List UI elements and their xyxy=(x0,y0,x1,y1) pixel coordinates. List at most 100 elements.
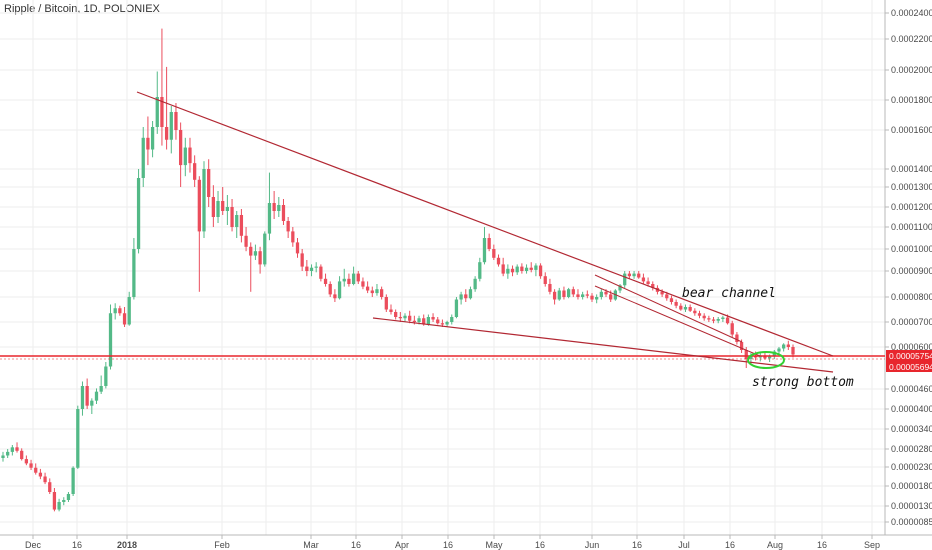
candle-body xyxy=(445,322,449,325)
candle-body xyxy=(211,197,215,217)
candle-body xyxy=(328,284,332,295)
candle-body xyxy=(221,201,225,211)
candle-body xyxy=(454,299,459,317)
candle-body xyxy=(524,267,529,271)
candle-body xyxy=(146,137,150,150)
candle-body xyxy=(473,278,477,290)
candle-body xyxy=(333,294,337,299)
candle-body xyxy=(744,350,748,359)
candle-body xyxy=(739,342,744,350)
candle-body xyxy=(440,323,445,325)
candle-body xyxy=(90,400,94,406)
candle-body xyxy=(150,127,155,150)
candle-body xyxy=(263,233,267,265)
candle-body xyxy=(450,317,454,322)
candle-body xyxy=(253,251,258,256)
candle-body xyxy=(85,386,89,406)
candle-body xyxy=(459,294,463,300)
candle-body xyxy=(216,201,220,217)
candle-body xyxy=(548,284,552,292)
candle-body xyxy=(604,291,608,295)
candle-body xyxy=(422,318,426,325)
candle-body xyxy=(380,289,384,297)
candle-body xyxy=(29,463,33,468)
upper-trendline xyxy=(136,91,834,357)
candle-body xyxy=(693,310,697,314)
time-tick-label: Aug xyxy=(767,540,783,550)
candle-body xyxy=(660,291,664,295)
candle-body xyxy=(1,455,5,458)
candle-body xyxy=(52,492,57,510)
candle-body xyxy=(239,215,244,236)
candles xyxy=(1,28,795,512)
time-tick-label: Dec xyxy=(25,540,42,550)
candle-body xyxy=(272,203,276,211)
lower-trendline xyxy=(372,317,834,373)
candle-body xyxy=(492,249,496,258)
candle-body xyxy=(38,472,43,477)
candle-body xyxy=(566,289,571,297)
candle-body xyxy=(160,97,164,127)
time-tick-label: 2018 xyxy=(117,540,137,550)
candle-body xyxy=(94,391,99,401)
candle-body xyxy=(286,221,290,232)
candle-body xyxy=(697,313,702,316)
candle-body xyxy=(80,386,85,409)
candle-body xyxy=(478,262,482,279)
time-tick-label: May xyxy=(485,540,503,550)
candle-body xyxy=(534,265,538,270)
candle-body xyxy=(249,246,253,256)
time-tick-label: 16 xyxy=(632,540,642,550)
candle-body xyxy=(62,500,66,502)
candle-body xyxy=(412,320,416,322)
candle-body xyxy=(351,273,356,284)
candle-body xyxy=(258,251,262,265)
candle-body xyxy=(501,264,505,274)
candle-body xyxy=(417,318,421,322)
candle-body xyxy=(118,308,122,314)
time-tick-label: Jul xyxy=(678,540,690,550)
candle-body xyxy=(674,302,678,306)
candle-body xyxy=(291,231,295,243)
candle-body xyxy=(464,294,468,299)
time-tick-label: 16 xyxy=(351,540,361,550)
candle-body xyxy=(716,319,720,321)
channel-line-lower xyxy=(594,285,761,357)
candle-body xyxy=(637,273,641,278)
candle-body xyxy=(520,266,524,271)
candle-body xyxy=(6,451,10,456)
candle-body xyxy=(277,205,281,211)
candle-body xyxy=(305,266,309,271)
candle-body xyxy=(408,315,412,321)
candle-body xyxy=(24,459,29,464)
candle-body xyxy=(557,290,561,300)
candle-body xyxy=(370,290,374,294)
candle-body xyxy=(295,242,300,254)
time-tick-label: 16 xyxy=(72,540,82,550)
candle-body xyxy=(552,291,557,300)
time-tick-label: Mar xyxy=(303,540,319,550)
channel-line-upper xyxy=(594,274,743,343)
candle-body xyxy=(581,294,585,297)
candle-body xyxy=(510,268,515,273)
candle-body xyxy=(319,266,323,279)
candle-body xyxy=(487,238,491,249)
candle-body xyxy=(188,147,192,164)
candle-body xyxy=(786,344,790,347)
candle-body xyxy=(235,215,239,227)
time-tick-label: Sep xyxy=(864,540,880,550)
candle-body xyxy=(749,356,753,359)
candle-body xyxy=(15,447,19,451)
candle-body xyxy=(482,238,487,263)
chart-title: Ripple / Bitcoin, 1D, POLONIEX xyxy=(4,3,160,15)
time-tick-label: 16 xyxy=(725,540,735,550)
candle-body xyxy=(725,317,730,324)
